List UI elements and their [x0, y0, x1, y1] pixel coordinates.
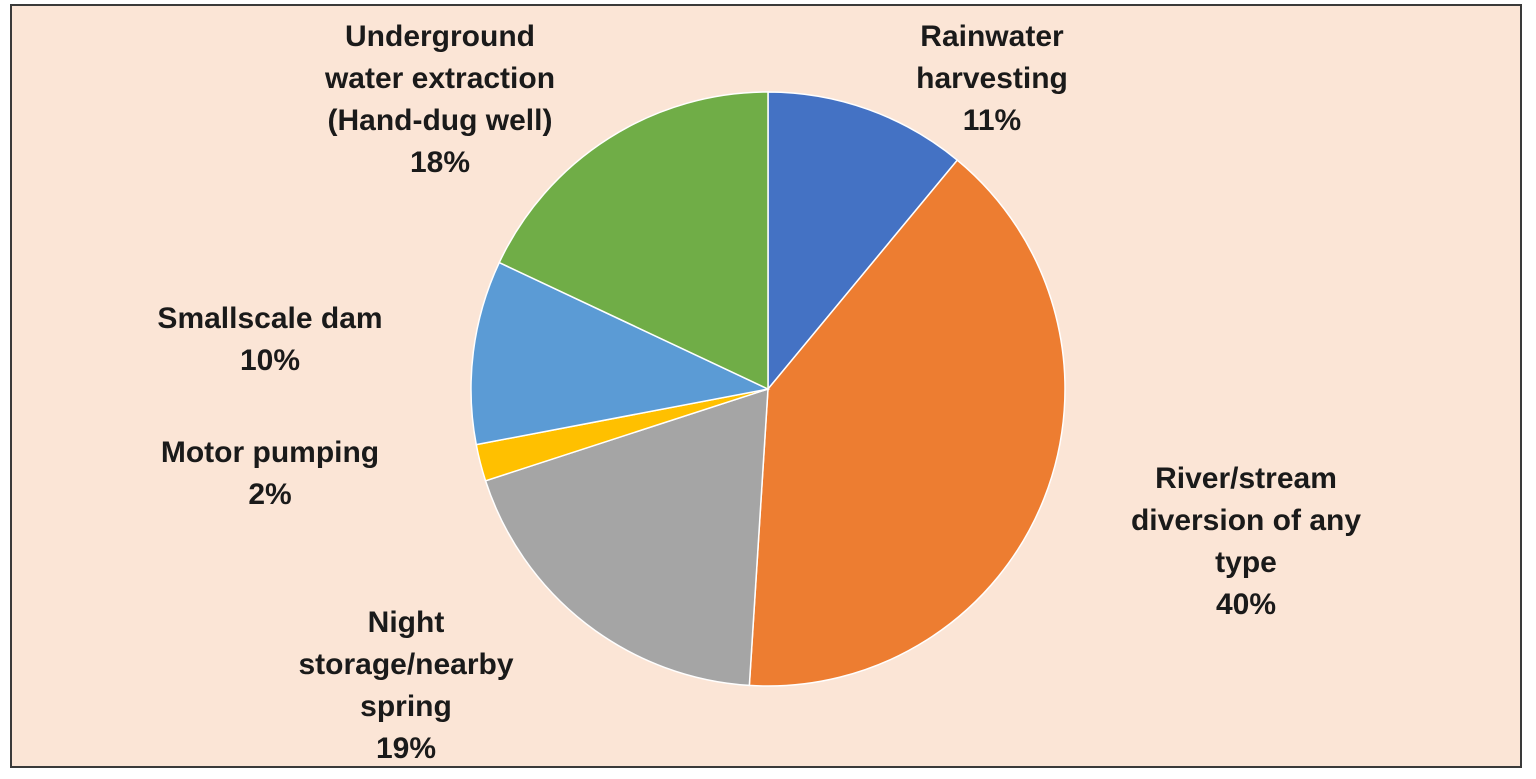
pie-slice-river-stream-diversion — [748, 159, 1066, 687]
pie-slice-smallscale-dam — [470, 261, 771, 446]
slice-label-night-storage-spring: Night storage/nearby spring 19% — [298, 602, 513, 770]
slice-label-underground-water-extraction: Underground water extraction (Hand-dug w… — [325, 16, 555, 184]
slice-label-percent: 2% — [248, 478, 292, 511]
slice-label-river-stream-diversion: River/stream diversion of any type 40% — [1131, 458, 1361, 626]
slice-label-motor-pumping: Motor pumping 2% — [161, 432, 379, 516]
slice-label-name: Night storage/nearby spring — [298, 606, 514, 723]
slice-label-name: Underground water extraction (Hand-dug w… — [324, 20, 556, 137]
pie-slice-night-storage-spring — [484, 387, 769, 687]
slice-label-name: Rainwater harvesting — [916, 20, 1068, 95]
slice-label-name: Motor pumping — [160, 436, 380, 469]
slice-label-percent: 40% — [1215, 588, 1277, 621]
slice-label-percent: 11% — [962, 104, 1022, 137]
pie-slice-rainwater-harvesting — [767, 91, 959, 392]
slice-label-percent: 19% — [375, 732, 437, 765]
slice-label-rainwater-harvesting: Rainwater harvesting 11% — [916, 16, 1068, 142]
slice-label-smallscale-dam: Smallscale dam 10% — [157, 298, 382, 382]
slice-label-name: Smallscale dam — [157, 302, 383, 335]
slice-label-percent: 18% — [409, 146, 471, 179]
pie-slice-underground-water-extraction — [498, 91, 769, 391]
slice-label-name: River/stream diversion of any type — [1130, 462, 1362, 579]
slice-label-percent: 10% — [239, 344, 301, 377]
